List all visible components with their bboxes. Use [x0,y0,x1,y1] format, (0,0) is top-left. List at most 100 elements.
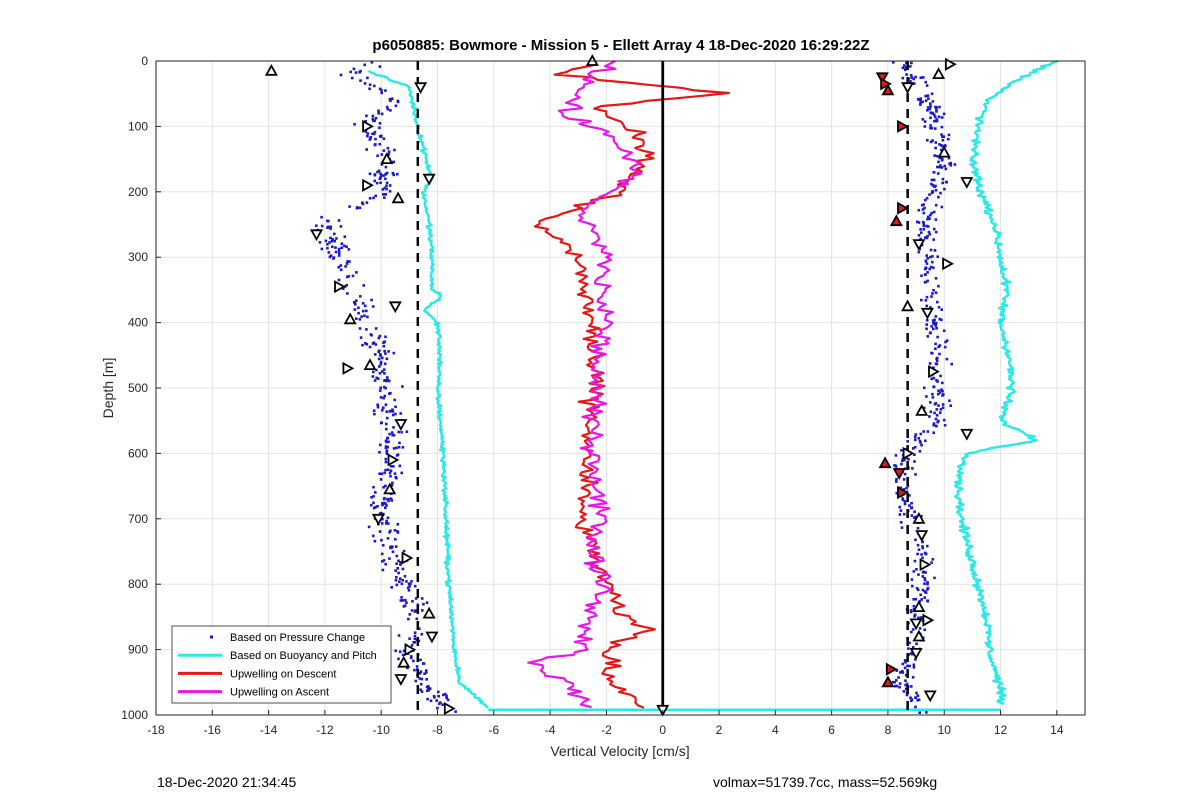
pressure-change-point [413,641,416,644]
pressure-change-point [378,142,382,146]
pressure-change-point [899,509,903,512]
pressure-change-point [905,682,909,686]
pressure-change-point [387,499,390,503]
pressure-change-point [930,561,933,564]
pressure-change-point [930,325,933,328]
pressure-change-point [345,262,349,265]
pressure-change-point [401,653,405,657]
pressure-change-point [920,274,923,278]
pressure-change-point [933,119,936,123]
pressure-change-point [918,627,922,630]
pressure-change-point [398,464,402,468]
pressure-change-point [359,79,362,82]
x-tick-label: -14 [260,723,278,737]
pressure-change-point [923,577,926,580]
pressure-change-point [384,445,388,448]
pressure-change-point [901,671,905,674]
pressure-change-point [905,693,909,697]
pressure-change-point [934,141,938,144]
triangle-marker [342,361,355,375]
pressure-change-point [371,342,375,345]
footer-stats: volmax=51739.7cc, mass=52.569kg [713,774,938,790]
pressure-change-point [941,403,945,406]
pressure-change-point [921,575,925,578]
pressure-change-point [441,703,444,706]
pressure-change-point [940,125,944,129]
pressure-change-point [395,583,399,587]
triangle-marker [901,299,915,312]
triangle-marker [897,119,909,133]
pressure-change-point [379,386,382,390]
pressure-change-point [385,519,388,523]
pressure-change-point [394,475,397,479]
pressure-change-point [399,561,402,564]
pressure-change-point [921,546,925,550]
pressure-change-point [401,446,405,449]
pressure-change-point [931,255,934,258]
pressure-change-point [346,275,349,279]
pressure-change-point [922,211,926,215]
pressure-change-point [339,225,343,228]
pressure-change-point [943,164,946,168]
pressure-change-point [901,76,905,80]
pressure-change-point [358,71,361,74]
triangle-marker [880,77,892,91]
pressure-change-point [334,246,337,249]
pressure-change-point [945,339,949,342]
triangle-marker [878,456,892,469]
pressure-change-point [912,82,916,85]
pressure-change-point [384,335,387,339]
pressure-change-point [928,415,931,418]
pressure-change-point [924,571,927,574]
pressure-change-point [377,169,381,173]
pressure-change-point [935,118,939,121]
pressure-change-point [939,408,943,411]
pressure-change-point [932,238,935,241]
pressure-change-point [928,107,932,111]
triangle-marker [422,173,436,186]
pressure-change-point [909,609,913,612]
pressure-change-point [898,685,901,689]
pressure-change-point [910,578,914,581]
pressure-change-point [382,396,385,400]
pressure-change-point [933,318,936,322]
pressure-change-point [373,179,376,183]
pressure-change-point [926,588,929,591]
pressure-change-point [396,567,399,570]
pressure-change-point [369,333,373,336]
pressure-change-point [912,663,916,667]
pressure-change-point [934,115,937,119]
pressure-change-point [926,217,929,221]
pressure-change-point [911,467,914,470]
pressure-change-point [920,203,924,207]
pressure-change-point [941,381,944,385]
triangle-marker [897,486,909,500]
pressure-change-point [380,472,384,476]
pressure-change-point [916,552,919,556]
pressure-change-point [923,120,927,123]
pressure-change-point [932,422,936,425]
pressure-change-point [369,136,373,139]
pressure-change-point [916,220,919,224]
pressure-change-point [931,396,935,399]
pressure-change-point [900,449,903,452]
pressure-change-point [925,254,928,257]
pressure-change-point [943,345,947,349]
pressure-change-point [925,323,928,326]
pressure-change-point [932,322,935,325]
pressure-change-point [953,163,957,166]
pressure-change-point [929,105,932,108]
pressure-change-point [931,139,934,142]
pressure-change-point [932,423,935,427]
x-tick-label: -12 [316,723,334,737]
y-tick-label: 300 [128,250,148,264]
pressure-change-point [360,315,363,318]
pressure-change-point [407,617,410,621]
pressure-change-point [385,427,388,431]
x-tick-label: -8 [432,723,443,737]
y-tick-label: 500 [128,381,148,395]
pressure-change-point [915,587,919,590]
triangle-marker [915,404,929,416]
pressure-change-point [382,174,385,177]
pressure-change-point [903,472,907,476]
